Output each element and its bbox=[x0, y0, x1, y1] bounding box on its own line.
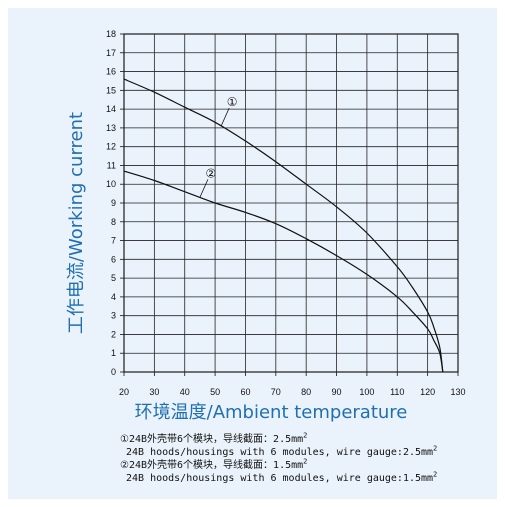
x-axis-title: 环境温度/Ambient temperature bbox=[135, 402, 408, 423]
y-tick-label: 8 bbox=[111, 217, 116, 227]
note-1: ①24B外壳带6个模块，导线截面：2.5mm2 bbox=[120, 431, 308, 445]
x-tick-label: 20 bbox=[119, 387, 129, 397]
y-tick-label: 14 bbox=[106, 104, 116, 114]
y-tick-label: 15 bbox=[106, 85, 116, 95]
annotation-leader-2 bbox=[199, 179, 209, 198]
y-tick-label: 3 bbox=[111, 311, 116, 321]
x-tick-label: 40 bbox=[180, 387, 190, 397]
y-tick-label: 1 bbox=[111, 348, 116, 358]
series-line-2 bbox=[123, 170, 444, 373]
x-tick-label: 70 bbox=[271, 387, 281, 397]
y-tick-label: 5 bbox=[111, 273, 116, 283]
y-tick-label: 10 bbox=[106, 179, 116, 189]
x-tick-label: 60 bbox=[240, 387, 250, 397]
x-tick-label: 130 bbox=[450, 387, 465, 397]
annotation-leader-1 bbox=[220, 107, 230, 127]
annotation-label-1: ① bbox=[227, 95, 238, 109]
y-axis-title: 工作电流/Working current bbox=[66, 112, 87, 334]
y-tick-label: 18 bbox=[106, 29, 116, 39]
x-tick-label: 30 bbox=[149, 387, 159, 397]
y-tick-label: 17 bbox=[106, 48, 116, 58]
y-tick-label: 13 bbox=[106, 123, 116, 133]
annotation-label-2: ② bbox=[206, 166, 217, 180]
x-tick-label: 100 bbox=[359, 387, 374, 397]
y-tick-label: 11 bbox=[107, 160, 116, 170]
chart-card bbox=[8, 8, 497, 499]
y-tick-label: 2 bbox=[111, 329, 116, 339]
legend-notes: ①24B外壳带6个模块，导线截面：2.5mm2 24B hoods/housin… bbox=[120, 431, 500, 485]
note-2-en: 24B hoods/housings with 6 modules, wire … bbox=[126, 470, 438, 484]
y-tick-label: 0 bbox=[111, 367, 116, 377]
y-tick-label: 12 bbox=[106, 142, 116, 152]
y-tick-label: 9 bbox=[111, 198, 116, 208]
x-tick-label: 80 bbox=[301, 387, 311, 397]
note-1-en: 24B hoods/housings with 6 modules, wire … bbox=[126, 444, 438, 458]
y-tick-label: 6 bbox=[111, 254, 116, 264]
x-tick-label: 90 bbox=[332, 387, 342, 397]
y-tick-label: 4 bbox=[111, 292, 116, 302]
y-tick-label: 7 bbox=[111, 236, 116, 246]
x-tick-label: 120 bbox=[420, 387, 435, 397]
x-tick-label: 110 bbox=[390, 387, 404, 397]
y-tick-label: 16 bbox=[106, 67, 116, 77]
note-2: ②24B外壳带6个模块，导线截面：1.5mm2 bbox=[120, 457, 308, 471]
x-tick-label: 50 bbox=[210, 387, 220, 397]
series-line-1 bbox=[123, 78, 444, 373]
